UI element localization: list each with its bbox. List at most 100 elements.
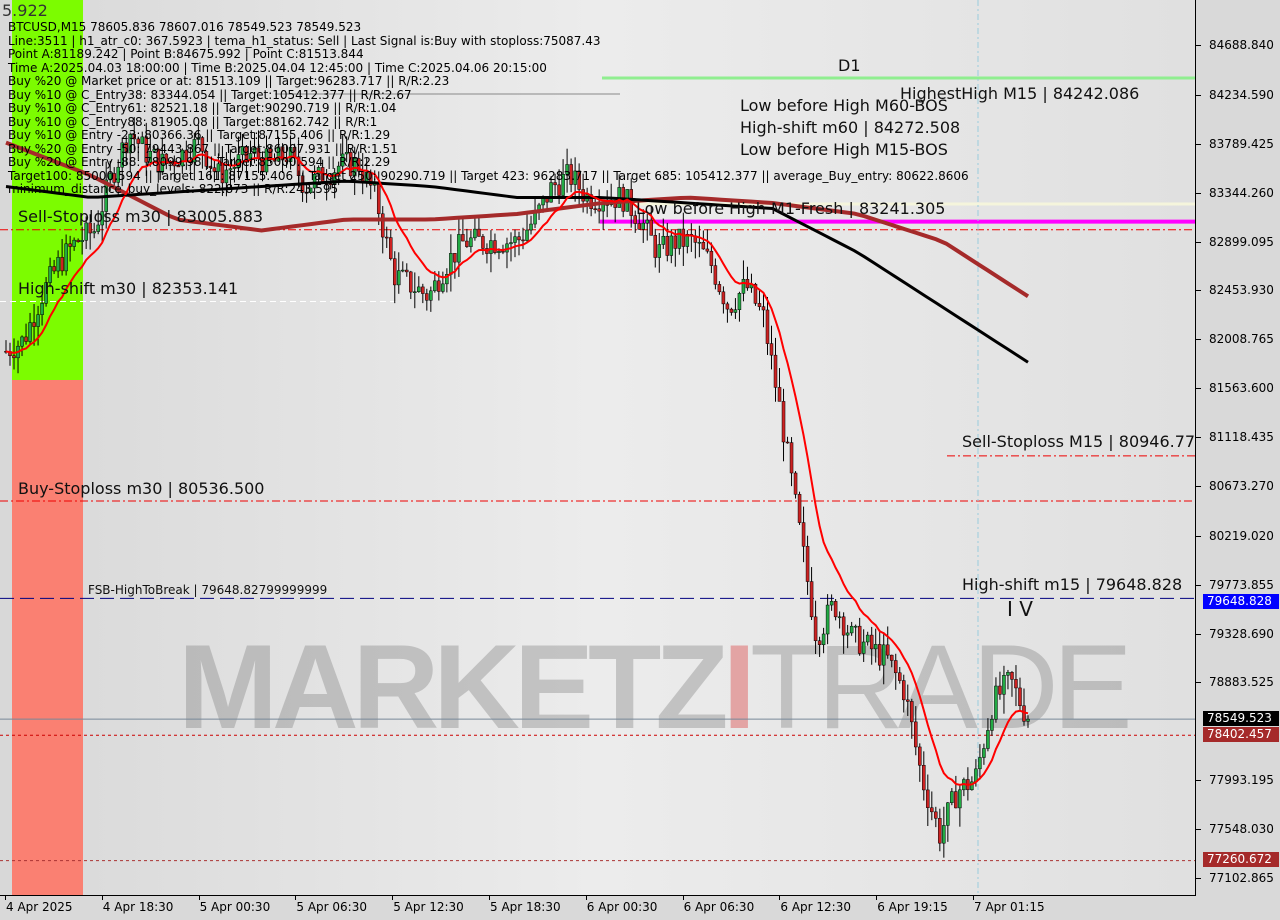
label-high-shift-m15: High-shift m15 | 79648.828	[962, 575, 1183, 594]
candle-body	[429, 290, 433, 301]
x-tick-mark	[779, 895, 781, 900]
candle-body	[36, 314, 40, 327]
y-tick-label: 79328.690	[1209, 626, 1274, 641]
candle-body	[280, 146, 285, 161]
y-tick-label: 82008.765	[1209, 332, 1274, 347]
candle-body	[914, 721, 918, 748]
candle-body	[376, 182, 381, 215]
candle-body	[825, 604, 830, 635]
candle-body	[449, 253, 453, 275]
candle-body	[805, 546, 810, 582]
price-tag-red-2: 77260.672	[1203, 852, 1279, 867]
candle-body	[441, 283, 445, 292]
y-tick-mark	[1196, 143, 1201, 145]
candle-body	[733, 309, 738, 313]
candle-body	[200, 137, 205, 152]
candle-body	[753, 283, 758, 304]
x-tick-label: 5 Apr 12:30	[393, 900, 464, 914]
candle-body	[308, 187, 313, 193]
candle-body	[593, 208, 597, 210]
candle-body	[76, 239, 80, 243]
candle-body	[781, 401, 786, 443]
ma-black-line	[5, 179, 1029, 364]
candle-body	[633, 215, 637, 224]
candle-body	[24, 336, 28, 342]
info-line: BTCUSD,M15 78605.836 78607.016 78549.523…	[8, 20, 362, 34]
y-tick-mark	[1196, 45, 1201, 46]
x-tick-label: 5 Apr 06:30	[296, 900, 367, 914]
candle-body	[176, 165, 181, 168]
candle-body	[481, 236, 485, 249]
candle-body	[413, 291, 417, 294]
candle-body	[641, 222, 645, 230]
candle-body	[356, 158, 361, 172]
x-tick-mark	[489, 895, 490, 900]
candle-body	[108, 173, 112, 181]
candle-body	[922, 765, 926, 791]
y-tick-label: 83344.260	[1209, 185, 1274, 200]
candle-body	[96, 224, 100, 232]
info-line: Buy %10 @ C_Entry61: 82521.18 || Target:…	[8, 101, 397, 115]
y-tick-label: 81563.600	[1209, 381, 1274, 396]
candle-body	[954, 791, 958, 809]
x-tick-mark	[101, 895, 103, 900]
candle-body	[801, 522, 806, 547]
candle-body	[284, 159, 289, 163]
y-tick-mark	[1196, 437, 1201, 439]
candle-body	[797, 494, 802, 523]
candle-body	[990, 718, 994, 731]
candle-body	[829, 601, 834, 606]
candle-body	[152, 148, 157, 152]
x-tick-mark	[682, 895, 684, 900]
candle-body	[180, 149, 185, 167]
candle-body	[244, 146, 249, 160]
candle-body	[697, 241, 702, 244]
info-line: Time A:2025.04.03 18:00:00 | Time B:2025…	[8, 60, 547, 75]
y-tick-mark	[1196, 878, 1201, 879]
label-d1: D1	[838, 56, 861, 75]
info-line: Target100: 85000.594 || Target 161: 8715…	[8, 168, 969, 183]
candle-body	[565, 164, 569, 175]
candle-body	[196, 137, 201, 140]
candle-body	[433, 280, 437, 292]
candle-body	[789, 442, 794, 474]
candle-body	[192, 139, 197, 163]
candle-body	[312, 174, 317, 189]
candle-body	[1010, 672, 1014, 680]
candle-body	[60, 257, 64, 272]
candle-body	[32, 322, 36, 327]
candle-body	[457, 234, 461, 263]
candle-body	[264, 148, 269, 173]
candle-body	[12, 355, 16, 359]
candle-body	[64, 243, 68, 272]
candle-body	[328, 183, 333, 185]
candle-body	[140, 136, 145, 144]
candle-body	[817, 640, 822, 645]
candle-body	[260, 158, 265, 173]
candle-body	[344, 152, 349, 155]
candle-body	[769, 343, 774, 356]
candle-body	[713, 265, 718, 285]
candle-body	[881, 644, 886, 666]
info-line: Buy %10 @ Entry -23: 80366.36 || Target:…	[8, 128, 391, 142]
candle-body	[553, 182, 557, 186]
candle-body	[701, 241, 706, 250]
y-tick-mark	[1196, 94, 1201, 96]
y-tick-mark	[1196, 241, 1201, 243]
candle-body	[865, 634, 870, 643]
candle-body	[861, 641, 866, 654]
candle-body	[557, 184, 561, 196]
candle-body	[252, 147, 257, 154]
sell-zone	[12, 380, 83, 895]
candle-body	[998, 685, 1002, 695]
chart-plot-area[interactable]: MARKETZITRADE 5.922 BTCUSD,M15 78605.836…	[0, 0, 1196, 896]
y-tick-mark	[1196, 829, 1201, 831]
y-tick-label: 81118.435	[1209, 430, 1274, 445]
candle-body	[845, 632, 850, 636]
candle-body	[717, 284, 722, 293]
candle-body	[68, 243, 72, 247]
candle-body	[525, 229, 529, 241]
x-tick-mark	[392, 895, 394, 900]
candle-body	[741, 279, 746, 294]
info-line: Buy %10 @ C_Entry88: 81905.08 || Target:…	[8, 114, 378, 129]
